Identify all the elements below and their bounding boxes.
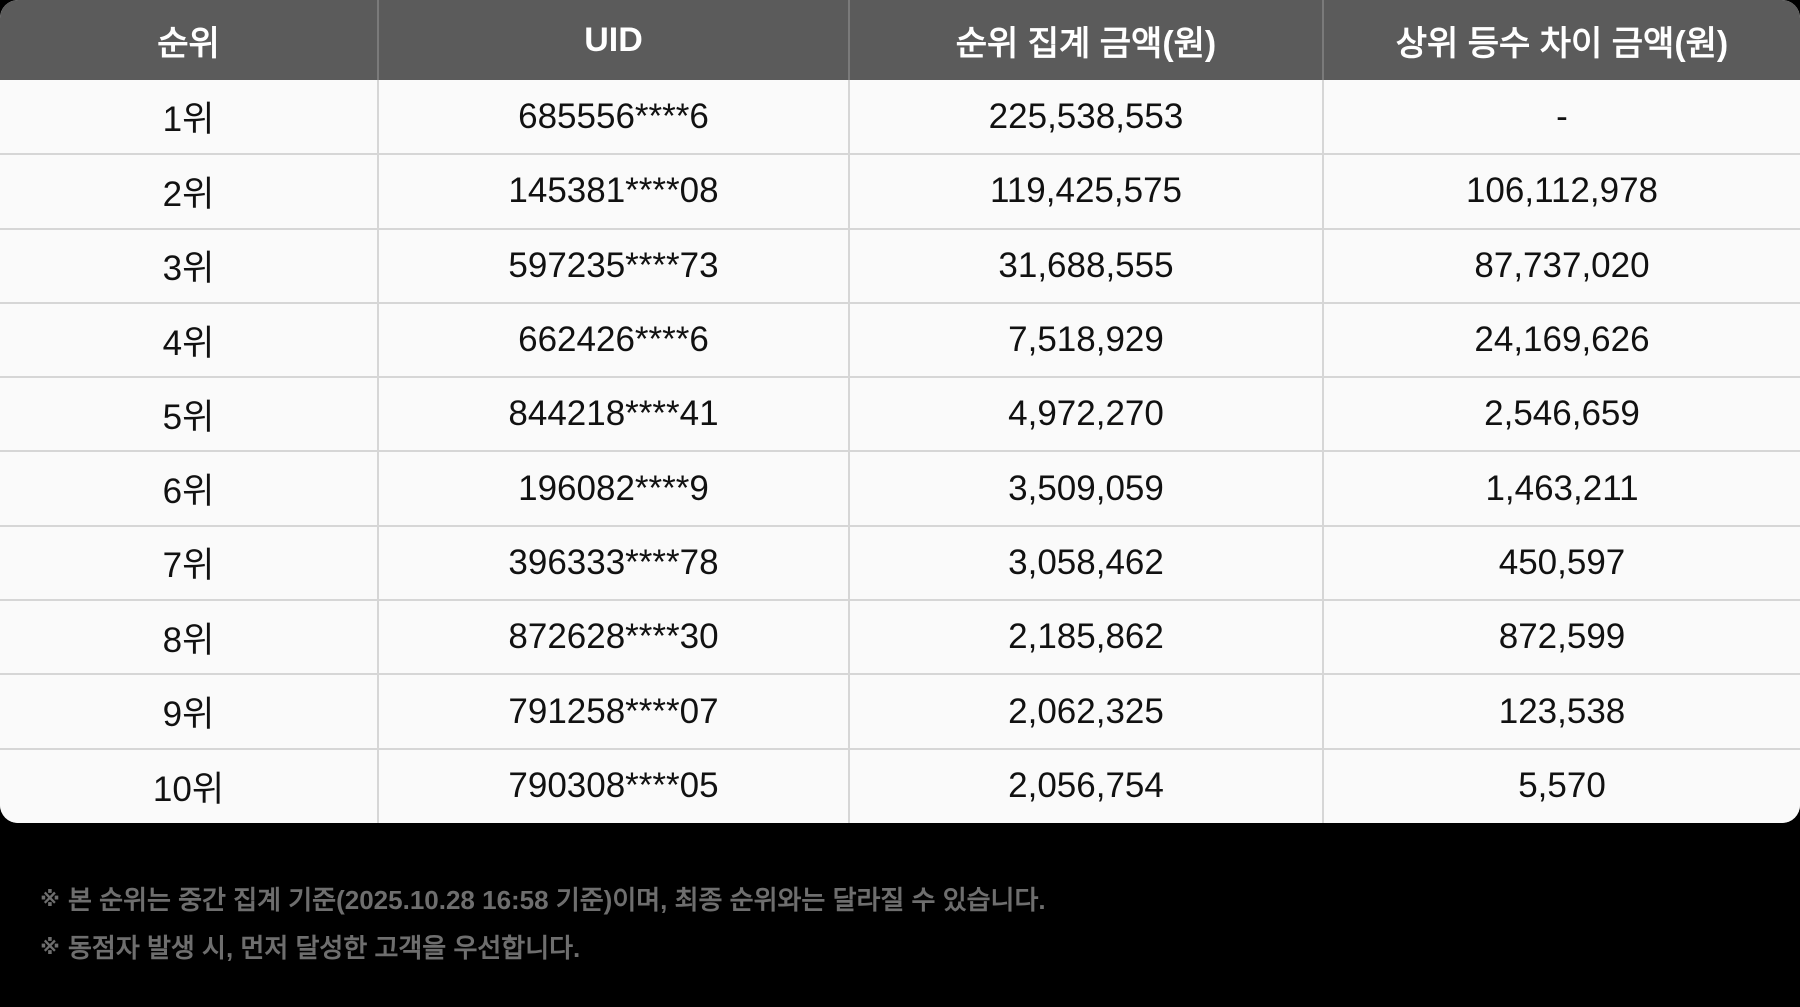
cell-rank: 10위 bbox=[0, 747, 378, 823]
table-row: 2위 145381****08 119,425,575 106,112,978 bbox=[0, 153, 1800, 229]
cell-diff: 872,599 bbox=[1322, 599, 1800, 675]
footnote-interim-ranking: ※ 본 순위는 중간 집계 기준(2025.10.28 16:58 기준)이며,… bbox=[40, 876, 1046, 924]
cell-amount: 2,185,862 bbox=[848, 599, 1323, 675]
cell-amount: 3,509,059 bbox=[848, 450, 1323, 526]
header-rank: 순위 bbox=[157, 24, 220, 63]
cell-amount: 3,058,462 bbox=[848, 524, 1323, 601]
cell-diff: 450,597 bbox=[1322, 524, 1800, 601]
header-diff: 상위 등수 차이 금액(원) bbox=[1322, 0, 1800, 80]
header-uid: UID bbox=[377, 0, 849, 80]
table-row: 10위 790308****05 2,056,754 5,570 bbox=[0, 747, 1800, 823]
table-row: 8위 872628****30 2,185,862 872,599 bbox=[0, 599, 1800, 675]
cell-rank: 7위 bbox=[0, 524, 378, 601]
cell-rank: 4위 bbox=[0, 301, 378, 378]
cell-uid: 396333****78 bbox=[377, 524, 849, 601]
cell-uid: 844218****41 bbox=[377, 376, 849, 452]
ranking-table-container: 순위 UID 순위 집계 금액(원) 상위 등수 차이 금액(원) 1위 685… bbox=[0, 0, 1800, 823]
footnote-tie-rule: ※ 동점자 발생 시, 먼저 달성한 고객을 우선합니다. bbox=[40, 924, 1046, 972]
cell-diff: 5,570 bbox=[1322, 747, 1800, 823]
cell-rank: 6위 bbox=[0, 450, 378, 526]
table-row: 5위 844218****41 4,972,270 2,546,659 bbox=[0, 376, 1800, 452]
cell-uid: 196082****9 bbox=[377, 450, 849, 526]
cell-diff: 106,112,978 bbox=[1322, 153, 1800, 229]
cell-amount: 4,972,270 bbox=[848, 376, 1323, 452]
cell-uid: 791258****07 bbox=[377, 673, 849, 749]
table-row: 3위 597235****73 31,688,555 87,737,020 bbox=[0, 227, 1800, 303]
cell-uid: 597235****73 bbox=[377, 227, 849, 303]
ranking-table: 순위 UID 순위 집계 금액(원) 상위 등수 차이 금액(원) 1위 685… bbox=[0, 0, 1800, 823]
asterism-icon: ※ bbox=[40, 937, 60, 959]
cell-diff: 1,463,211 bbox=[1322, 450, 1800, 526]
cell-uid: 872628****30 bbox=[377, 599, 849, 675]
cell-uid: 145381****08 bbox=[377, 153, 849, 229]
cell-diff: 87,737,020 bbox=[1322, 227, 1800, 303]
cell-amount: 2,056,754 bbox=[848, 747, 1323, 823]
cell-rank: 2위 bbox=[0, 153, 378, 229]
cell-diff: 2,546,659 bbox=[1322, 376, 1800, 452]
table-row: 4위 662426****6 7,518,929 24,169,626 bbox=[0, 301, 1800, 378]
header-row: 순위 UID 순위 집계 금액(원) 상위 등수 차이 금액(원) bbox=[0, 0, 1800, 80]
cell-diff: - bbox=[1322, 80, 1800, 155]
footnotes: ※ 본 순위는 중간 집계 기준(2025.10.28 16:58 기준)이며,… bbox=[40, 876, 1046, 972]
table-row: 7위 396333****78 3,058,462 450,597 bbox=[0, 524, 1800, 601]
cell-rank: 1위 bbox=[162, 100, 215, 140]
cell-rank: 8위 bbox=[0, 599, 378, 675]
cell-amount: 2,062,325 bbox=[848, 673, 1323, 749]
cell-rank: 3위 bbox=[0, 227, 378, 303]
cell-uid: 662426****6 bbox=[377, 301, 849, 378]
table-row: 9위 791258****07 2,062,325 123,538 bbox=[0, 673, 1800, 749]
cell-rank: 5위 bbox=[0, 376, 378, 452]
table-header: 순위 UID 순위 집계 금액(원) 상위 등수 차이 금액(원) bbox=[0, 0, 1800, 80]
cell-rank: 9위 bbox=[0, 673, 378, 749]
footnote-text: 본 순위는 중간 집계 기준(2025.10.28 16:58 기준)이며, 최… bbox=[68, 885, 1046, 915]
cell-uid: 685556****6 bbox=[377, 80, 849, 155]
footnote-text: 동점자 발생 시, 먼저 달성한 고객을 우선합니다. bbox=[68, 933, 581, 963]
cell-amount: 119,425,575 bbox=[848, 153, 1323, 229]
cell-amount: 31,688,555 bbox=[848, 227, 1323, 303]
table-body: 1위 685556****6 225,538,553 - 2위 145381**… bbox=[0, 80, 1800, 823]
asterism-icon: ※ bbox=[40, 889, 60, 911]
cell-amount: 7,518,929 bbox=[848, 301, 1323, 378]
header-amount: 순위 집계 금액(원) bbox=[848, 0, 1323, 80]
table-row: 6위 196082****9 3,509,059 1,463,211 bbox=[0, 450, 1800, 526]
cell-amount: 225,538,553 bbox=[848, 80, 1323, 155]
table-row: 1위 685556****6 225,538,553 - bbox=[0, 80, 1800, 155]
cell-uid: 790308****05 bbox=[377, 747, 849, 823]
cell-diff: 24,169,626 bbox=[1322, 301, 1800, 378]
cell-diff: 123,538 bbox=[1322, 673, 1800, 749]
